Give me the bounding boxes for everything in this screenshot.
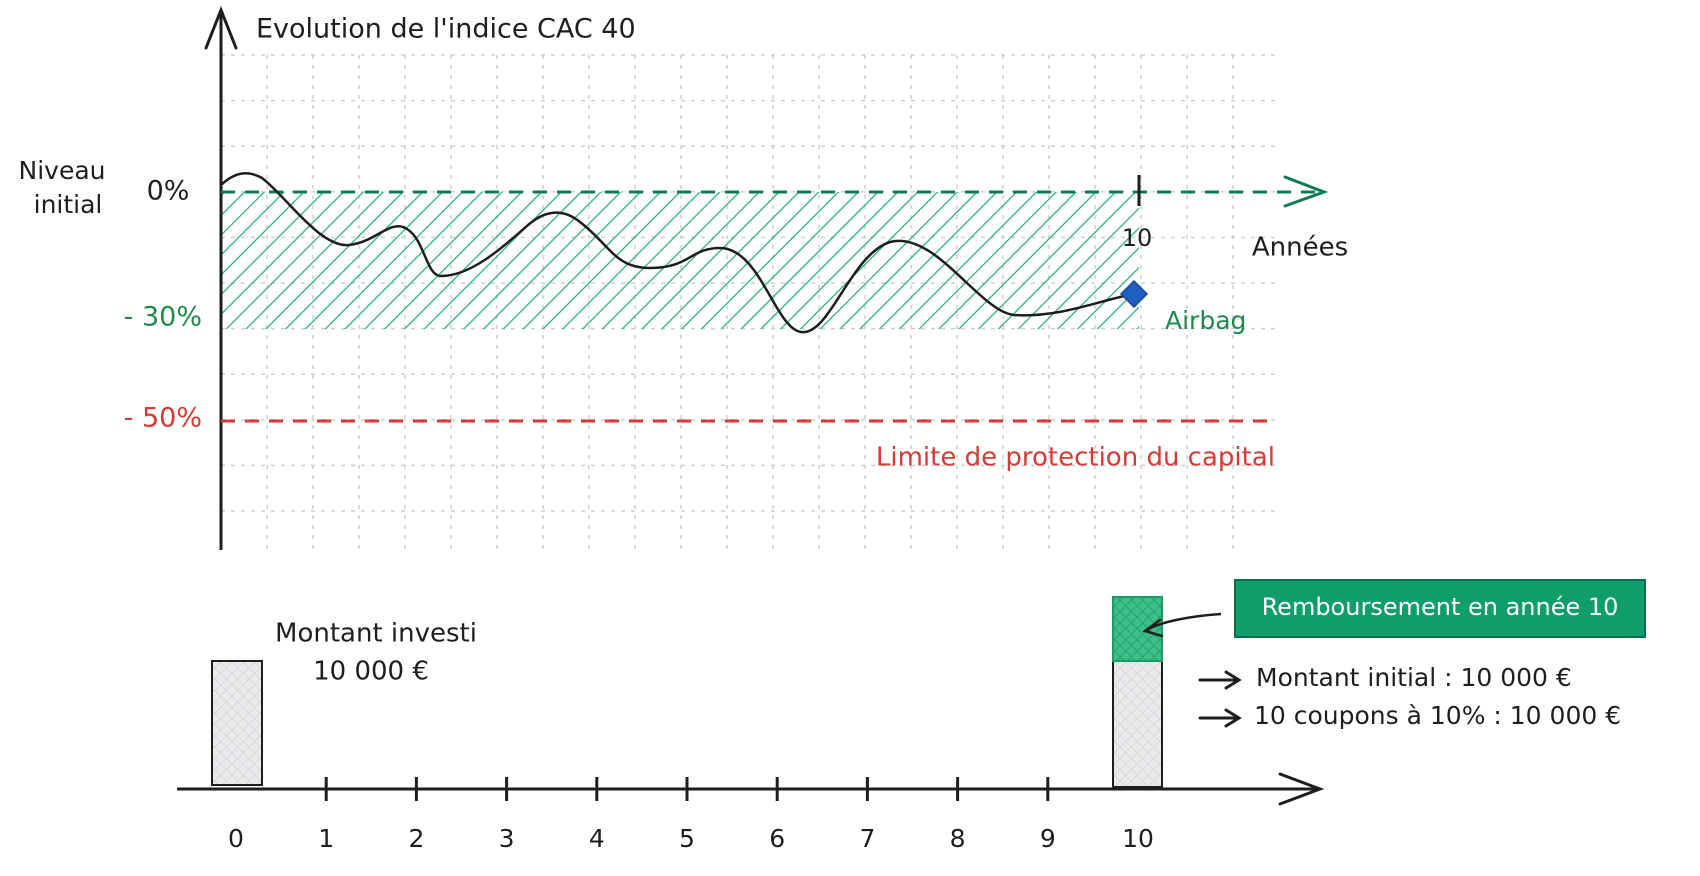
- final-point: [1119, 279, 1149, 309]
- grid: [220, 54, 1275, 550]
- y-axis-arrow: [204, 5, 238, 50]
- year-label: 10: [1122, 824, 1154, 853]
- level-label: - 50%: [124, 403, 202, 434]
- year-label: 6: [769, 824, 785, 853]
- year-label: 7: [859, 824, 875, 853]
- year-label: 2: [408, 824, 424, 853]
- y-label: initial: [34, 190, 103, 219]
- airbag-label: Airbag: [1165, 306, 1246, 335]
- invested-label: Montant investi: [275, 619, 477, 649]
- year-label: 1: [318, 824, 334, 853]
- bullet-arrow: [1198, 708, 1242, 728]
- index-curve: [220, 172, 1135, 334]
- y-label: Niveau: [19, 156, 106, 185]
- repayment-line: 10 coupons à 10% : 10 000 €: [1254, 701, 1621, 730]
- coupons-bar: [1112, 596, 1163, 662]
- level-label: 0%: [147, 176, 190, 207]
- callout-text: Remboursement en année 10: [1262, 593, 1619, 621]
- year-label: 5: [679, 824, 695, 853]
- year-label: 3: [499, 824, 515, 853]
- time-axis-arrow: [1278, 772, 1325, 806]
- chart-title: Evolution de l'indice CAC 40: [256, 14, 636, 45]
- level-label: - 30%: [124, 302, 202, 333]
- year-label: 0: [228, 824, 244, 853]
- callout-arrowhead: [1142, 618, 1164, 638]
- bullet-arrow: [1198, 670, 1242, 690]
- year-marker: 10: [1122, 224, 1153, 252]
- timeline: 0 1 2 3 4 5 6 7 8 9 10: [177, 772, 1325, 853]
- limit-label: Limite de protection du capital: [876, 443, 1275, 473]
- initial-amount-bar: [1112, 660, 1163, 788]
- callout-box: [1234, 579, 1646, 638]
- x-axis-arrow: [1283, 175, 1329, 208]
- year-label: 4: [589, 824, 605, 853]
- x-label: Années: [1252, 233, 1348, 263]
- airbag-zone: [221, 192, 1139, 329]
- year-label: 8: [950, 824, 966, 853]
- invested-bar: [211, 660, 263, 786]
- repayment-line: Montant initial : 10 000 €: [1256, 663, 1572, 692]
- year-label: 9: [1040, 824, 1056, 853]
- invested-amount: 10 000 €: [313, 657, 429, 687]
